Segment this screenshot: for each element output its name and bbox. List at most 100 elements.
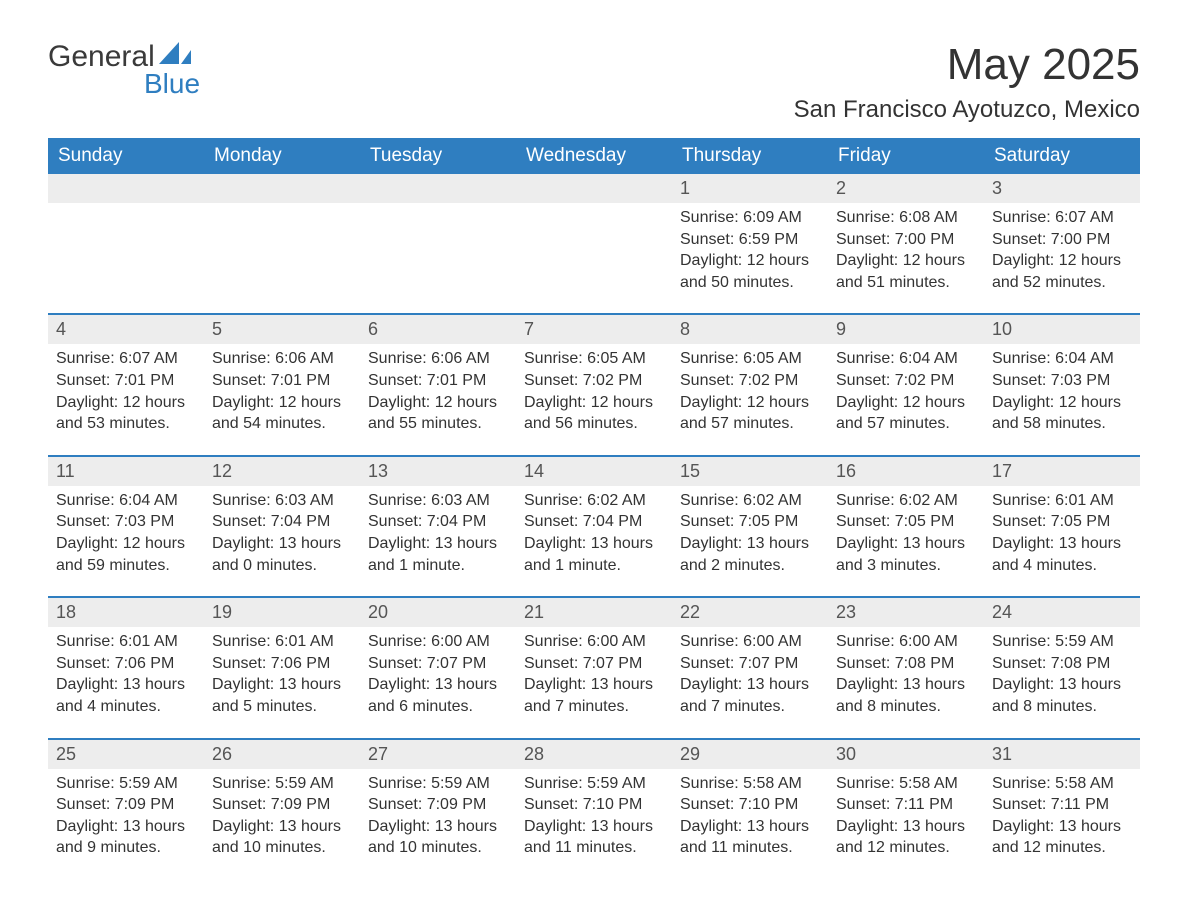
sunset-text: Sunset: 7:07 PM (680, 653, 820, 675)
daylight-text: Daylight: 13 hours and 10 minutes. (368, 816, 508, 859)
daylight-text: Daylight: 12 hours and 57 minutes. (836, 392, 976, 435)
sunset-text: Sunset: 7:07 PM (524, 653, 664, 675)
day-number: 25 (48, 740, 204, 769)
day-cell: 21Sunrise: 6:00 AMSunset: 7:07 PMDayligh… (516, 598, 672, 735)
sunrise-text: Sunrise: 6:05 AM (524, 348, 664, 370)
sunrise-text: Sunrise: 5:59 AM (368, 773, 508, 795)
day-details: Sunrise: 6:04 AMSunset: 7:03 PMDaylight:… (992, 348, 1132, 434)
day-cell: 7 Sunrise: 6:05 AMSunset: 7:02 PMDaylight… (516, 315, 672, 452)
sunset-text: Sunset: 7:08 PM (992, 653, 1132, 675)
sunrise-text: Sunrise: 6:01 AM (992, 490, 1132, 512)
day-cell (48, 174, 204, 311)
weeks-container: 1 Sunrise: 6:09 AMSunset: 6:59 PMDaylight… (48, 174, 1140, 877)
day-number: 18 (48, 598, 204, 627)
weekday-header-row: Sunday Monday Tuesday Wednesday Thursday… (48, 138, 1140, 174)
sunrise-text: Sunrise: 6:00 AM (368, 631, 508, 653)
daylight-text: Daylight: 13 hours and 7 minutes. (680, 674, 820, 717)
day-details: Sunrise: 5:59 AMSunset: 7:08 PMDaylight:… (992, 631, 1132, 717)
daylight-text: Daylight: 12 hours and 57 minutes. (680, 392, 820, 435)
sunset-text: Sunset: 7:11 PM (836, 794, 976, 816)
day-number: 29 (672, 740, 828, 769)
daylight-text: Daylight: 12 hours and 56 minutes. (524, 392, 664, 435)
day-details: Sunrise: 6:03 AMSunset: 7:04 PMDaylight:… (212, 490, 352, 576)
sunrise-text: Sunrise: 5:59 AM (56, 773, 196, 795)
sunset-text: Sunset: 7:05 PM (836, 511, 976, 533)
title-block: May 2025 San Francisco Ayotuzco, Mexico (794, 40, 1140, 124)
sunset-text: Sunset: 7:00 PM (836, 229, 976, 251)
sunset-text: Sunset: 7:09 PM (212, 794, 352, 816)
day-details: Sunrise: 6:01 AMSunset: 7:05 PMDaylight:… (992, 490, 1132, 576)
week-row: 1 Sunrise: 6:09 AMSunset: 6:59 PMDaylight… (48, 174, 1140, 311)
day-number: 31 (984, 740, 1140, 769)
day-number: 28 (516, 740, 672, 769)
daylight-text: Daylight: 13 hours and 11 minutes. (524, 816, 664, 859)
day-details: Sunrise: 6:00 AMSunset: 7:08 PMDaylight:… (836, 631, 976, 717)
sunset-text: Sunset: 7:07 PM (368, 653, 508, 675)
day-number: 7 (516, 315, 672, 344)
daylight-text: Daylight: 13 hours and 6 minutes. (368, 674, 508, 717)
brand-word-general: General (48, 40, 155, 74)
sunset-text: Sunset: 7:02 PM (524, 370, 664, 392)
sunset-text: Sunset: 7:08 PM (836, 653, 976, 675)
day-cell: 29Sunrise: 5:58 AMSunset: 7:10 PMDayligh… (672, 740, 828, 877)
day-number: 24 (984, 598, 1140, 627)
sunrise-text: Sunrise: 6:05 AM (680, 348, 820, 370)
sunrise-text: Sunrise: 5:59 AM (524, 773, 664, 795)
sunrise-text: Sunrise: 5:59 AM (212, 773, 352, 795)
day-cell: 27 Sunrise: 5:59 AMSunset: 7:09 PMDayligh… (360, 740, 516, 877)
sunrise-text: Sunrise: 6:07 AM (992, 207, 1132, 229)
sunset-text: Sunset: 7:04 PM (524, 511, 664, 533)
sunrise-text: Sunrise: 6:02 AM (524, 490, 664, 512)
day-details: Sunrise: 6:07 AMSunset: 7:00 PMDaylight:… (992, 207, 1132, 293)
sunrise-text: Sunrise: 6:04 AM (56, 490, 196, 512)
day-cell: 28 Sunrise: 5:59 AMSunset: 7:10 PMDayligh… (516, 740, 672, 877)
day-cell: 15Sunrise: 6:02 AMSunset: 7:05 PMDayligh… (672, 457, 828, 594)
day-number: 13 (360, 457, 516, 486)
daylight-text: Daylight: 13 hours and 3 minutes. (836, 533, 976, 576)
sunset-text: Sunset: 7:01 PM (368, 370, 508, 392)
sunrise-text: Sunrise: 6:01 AM (212, 631, 352, 653)
daylight-text: Daylight: 13 hours and 12 minutes. (836, 816, 976, 859)
day-number: 9 (828, 315, 984, 344)
calendar-grid: Sunday Monday Tuesday Wednesday Thursday… (48, 138, 1140, 877)
day-number: 20 (360, 598, 516, 627)
day-details: Sunrise: 5:59 AMSunset: 7:10 PMDaylight:… (524, 773, 664, 859)
daylight-text: Daylight: 13 hours and 2 minutes. (680, 533, 820, 576)
day-details: Sunrise: 6:01 AMSunset: 7:06 PMDaylight:… (212, 631, 352, 717)
day-number: 22 (672, 598, 828, 627)
sunset-text: Sunset: 7:01 PM (56, 370, 196, 392)
day-cell: 30Sunrise: 5:58 AMSunset: 7:11 PMDayligh… (828, 740, 984, 877)
sunrise-text: Sunrise: 5:58 AM (680, 773, 820, 795)
sunrise-text: Sunrise: 6:00 AM (836, 631, 976, 653)
day-cell (204, 174, 360, 311)
daylight-text: Daylight: 12 hours and 53 minutes. (56, 392, 196, 435)
day-number-bar-empty (204, 174, 360, 203)
day-number: 2 (828, 174, 984, 203)
daylight-text: Daylight: 13 hours and 8 minutes. (992, 674, 1132, 717)
daylight-text: Daylight: 13 hours and 9 minutes. (56, 816, 196, 859)
daylight-text: Daylight: 13 hours and 5 minutes. (212, 674, 352, 717)
weekday-wed: Wednesday (516, 138, 672, 174)
day-number: 17 (984, 457, 1140, 486)
day-cell: 14Sunrise: 6:02 AMSunset: 7:04 PMDayligh… (516, 457, 672, 594)
day-cell (516, 174, 672, 311)
sunrise-text: Sunrise: 6:03 AM (368, 490, 508, 512)
sunset-text: Sunset: 7:09 PM (368, 794, 508, 816)
day-number-bar-empty (516, 174, 672, 203)
day-details: Sunrise: 6:05 AMSunset: 7:02 PMDaylight:… (524, 348, 664, 434)
sunset-text: Sunset: 7:10 PM (680, 794, 820, 816)
day-cell (360, 174, 516, 311)
day-details: Sunrise: 6:09 AMSunset: 6:59 PMDaylight:… (680, 207, 820, 293)
sunrise-text: Sunrise: 5:58 AM (836, 773, 976, 795)
day-details: Sunrise: 5:58 AMSunset: 7:11 PMDaylight:… (992, 773, 1132, 859)
day-number: 27 (360, 740, 516, 769)
daylight-text: Daylight: 12 hours and 54 minutes. (212, 392, 352, 435)
daylight-text: Daylight: 12 hours and 51 minutes. (836, 250, 976, 293)
calendar-page: General Blue May 2025 San Francisco Ayot… (0, 0, 1188, 917)
day-number: 6 (360, 315, 516, 344)
day-details: Sunrise: 6:07 AMSunset: 7:01 PMDaylight:… (56, 348, 196, 434)
day-number: 16 (828, 457, 984, 486)
day-details: Sunrise: 6:02 AMSunset: 7:05 PMDaylight:… (680, 490, 820, 576)
day-number: 1 (672, 174, 828, 203)
daylight-text: Daylight: 12 hours and 59 minutes. (56, 533, 196, 576)
